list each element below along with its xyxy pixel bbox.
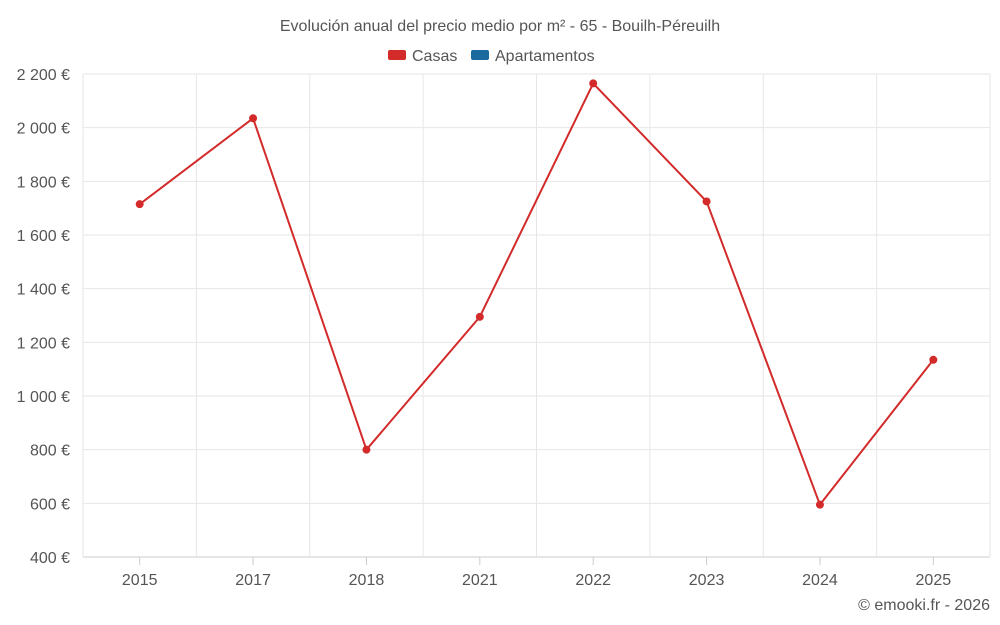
data-point-casas[interactable] [249,114,258,123]
y-tick-label: 1 000 € [17,389,70,406]
data-point-casas[interactable] [135,200,144,209]
series-casas [135,79,938,509]
data-point-casas[interactable] [362,445,371,454]
y-tick-label: 2 000 € [17,121,70,138]
y-tick-label: 1 400 € [17,282,70,299]
x-tick-label: 2023 [689,572,725,589]
data-point-casas[interactable] [815,500,824,509]
legend-swatch-apartamentos [471,50,489,60]
chart-title: Evolución anual del precio medio por m² … [280,18,720,35]
legend-item-casas[interactable]: Casas [388,48,457,65]
y-tick-label: 1 600 € [17,228,70,245]
data-point-casas[interactable] [475,312,484,321]
x-gridlines [82,74,991,565]
y-tick-label: 400 € [30,550,70,567]
y-tick-label: 1 200 € [17,335,70,352]
y-tick-label: 1 800 € [17,174,70,191]
series-line-casas [139,82,935,506]
legend-item-apartamentos[interactable]: Apartamentos [471,48,595,65]
x-tick-label: 2024 [802,572,838,589]
y-tick-label: 800 € [30,443,70,460]
x-axis-labels: 2015 2017 2018 2021 2022 2023 2024 2025 [122,572,951,589]
y-axis-labels: 400 € 600 € 800 € 1 000 € 1 200 € 1 400 € 1 60… [17,67,70,567]
legend-label-casas: Casas [412,48,457,65]
data-point-casas[interactable] [929,355,938,364]
x-tick-label: 2018 [349,572,385,589]
x-tick-label: 2021 [462,572,498,589]
x-tick-label: 2015 [122,572,158,589]
legend-swatch-casas [388,50,406,60]
y-tick-label: 600 € [30,496,70,513]
x-tick-label: 2025 [916,572,952,589]
data-point-casas[interactable] [589,79,598,88]
credit: © emooki.fr - 2026 [858,597,990,614]
y-tick-label: 2 200 € [17,67,70,84]
legend: Casas Apartamentos [388,48,595,65]
x-tick-label: 2022 [575,572,611,589]
legend-label-apartamentos: Apartamentos [495,48,595,65]
x-tick-label: 2017 [235,572,271,589]
data-point-casas[interactable] [702,197,711,206]
